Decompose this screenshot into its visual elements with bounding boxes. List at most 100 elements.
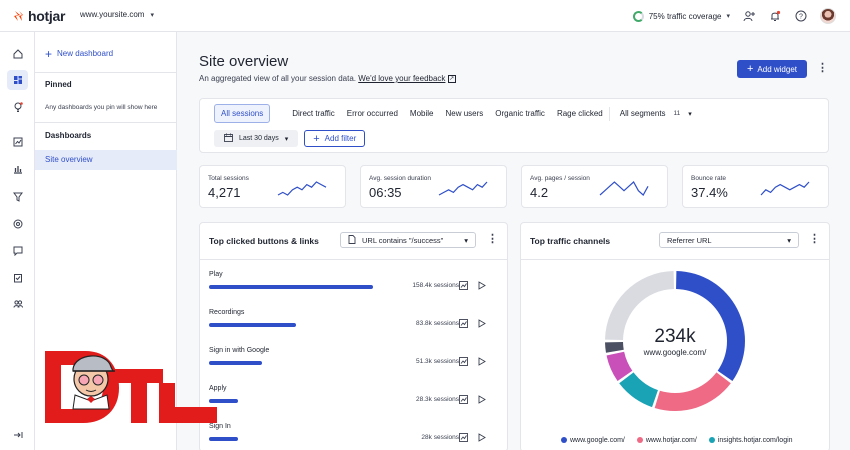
- tab-new-users[interactable]: New users: [445, 109, 484, 118]
- play-icon[interactable]: [477, 281, 486, 292]
- sparkline-line: [277, 181, 327, 196]
- pinned-heading: Pinned: [45, 80, 72, 89]
- clicked-item-row[interactable]: Recordings 83.8k sessions: [209, 309, 499, 339]
- add-filter-button[interactable]: + Add filter: [304, 130, 366, 147]
- add-widget-button[interactable]: + Add widget: [737, 60, 807, 78]
- hotjar-logo[interactable]: hotjar: [12, 8, 65, 24]
- donut-slice-hotjar[interactable]: [654, 372, 731, 411]
- metric-card-total-sessions[interactable]: Total sessions 4,271: [199, 165, 346, 208]
- clicked-item-name: Recordings: [209, 309, 245, 316]
- clicked-item-name: Sign In: [209, 423, 231, 430]
- divider: [521, 259, 829, 260]
- metric-card-bounce-rate[interactable]: Bounce rate 37.4%: [682, 165, 829, 208]
- external-link-icon[interactable]: ↗: [447, 74, 456, 83]
- new-dashboard-button[interactable]: + New dashboard: [45, 48, 114, 60]
- sparkline: [438, 181, 488, 196]
- trend-chart-icon[interactable]: [459, 395, 468, 406]
- page-subtitle: An aggregated view of all your session d…: [199, 74, 456, 83]
- traffic-channels-panel: Top traffic channels Referrer URL ▾ ⋮ 23…: [520, 222, 830, 450]
- home-icon[interactable]: [7, 44, 28, 64]
- more-options-icon[interactable]: ⋮: [817, 62, 828, 74]
- clicked-item-sessions: 51.3k sessions: [416, 358, 459, 365]
- legend-item[interactable]: www.google.com/: [561, 437, 625, 444]
- play-icon[interactable]: [477, 395, 486, 406]
- referrer-label: Referrer URL: [667, 235, 712, 245]
- panel-title: Top clicked buttons & links: [209, 236, 319, 246]
- sparkline: [277, 181, 327, 196]
- metric-label: Total sessions: [208, 175, 249, 182]
- legend-swatch: [636, 437, 643, 444]
- clicked-item-bar: [209, 399, 238, 403]
- clicked-item-row[interactable]: Sign In 28k sessions: [209, 423, 499, 450]
- sidebar-item-site-overview[interactable]: Site overview: [35, 150, 177, 170]
- clicked-item-name: Sign in with Google: [209, 347, 270, 354]
- legend-item[interactable]: www.hotjar.com/: [636, 437, 697, 444]
- user-avatar[interactable]: [820, 8, 836, 24]
- surveys-icon[interactable]: [7, 268, 28, 288]
- metric-value: 4,271: [208, 185, 241, 200]
- more-options-icon[interactable]: ⋮: [809, 233, 820, 245]
- collapse-sidebar-icon[interactable]: [7, 425, 28, 445]
- document-icon: [348, 234, 356, 246]
- divider: [200, 259, 507, 260]
- play-icon[interactable]: [477, 319, 486, 330]
- play-icon[interactable]: [477, 433, 486, 444]
- legend-item[interactable]: insights.hotjar.com/login: [708, 437, 793, 444]
- metric-card-avg-pages[interactable]: Avg. pages / session 4.2: [521, 165, 668, 208]
- trend-chart-icon[interactable]: [459, 357, 468, 368]
- tab-organic-traffic[interactable]: Organic traffic: [495, 109, 545, 118]
- tab-all-sessions[interactable]: All sessions: [214, 104, 271, 123]
- site-selector[interactable]: www.yoursite.com ▾: [80, 10, 154, 19]
- bar-chart-icon[interactable]: [7, 159, 28, 179]
- recordings-icon[interactable]: [7, 214, 28, 234]
- donut-slice-other-pink[interactable]: [606, 351, 633, 381]
- metric-card-avg-session-duration[interactable]: Avg. session duration 06:35: [360, 165, 507, 208]
- chevron-down-icon: ▾: [726, 13, 730, 20]
- clicked-item-bar: [209, 323, 296, 327]
- chevron-down-icon: ▾: [688, 110, 692, 118]
- funnel-icon[interactable]: [7, 187, 28, 207]
- help-icon[interactable]: ?: [794, 9, 808, 23]
- trend-chart-icon[interactable]: [459, 281, 468, 292]
- donut-slice-other[interactable]: [605, 271, 674, 340]
- url-filter-dropdown[interactable]: URL contains "/success" ▾: [340, 232, 476, 248]
- date-range-dropdown[interactable]: Last 30 days ▾: [214, 130, 299, 147]
- feedback-link[interactable]: We'd love your feedback: [358, 74, 446, 83]
- tab-error-occurred[interactable]: Error occurred: [346, 109, 398, 118]
- clicked-item-row[interactable]: Sign in with Google 51.3k sessions: [209, 347, 499, 377]
- page-title: Site overview: [199, 53, 289, 70]
- clicked-item-row[interactable]: Apply 28.3k sessions: [209, 385, 499, 415]
- dashboards-icon[interactable]: [7, 70, 28, 90]
- new-dashboard-label: New dashboard: [57, 49, 114, 58]
- more-options-icon[interactable]: ⋮: [487, 233, 498, 245]
- all-segments-dropdown[interactable]: All segments 11 ▾: [614, 105, 698, 122]
- clicked-item-sessions: 28k sessions: [421, 434, 459, 441]
- trend-chart-icon[interactable]: [459, 319, 468, 330]
- donut-slice-other-slate[interactable]: [605, 342, 624, 353]
- users-icon[interactable]: [7, 294, 28, 314]
- feedback-icon[interactable]: [7, 241, 28, 261]
- lightbulb-icon[interactable]: [7, 97, 28, 117]
- donut-slice-google[interactable]: [676, 271, 745, 381]
- trends-icon[interactable]: [7, 132, 28, 152]
- notifications-bell-icon[interactable]: [768, 9, 782, 23]
- play-icon[interactable]: [477, 357, 486, 368]
- tab-mobile[interactable]: Mobile: [409, 109, 434, 118]
- clicked-item-row[interactable]: Play 158.4k sessions: [209, 271, 499, 301]
- invite-user-icon[interactable]: [742, 9, 756, 23]
- traffic-coverage[interactable]: 75% traffic coverage ▾: [632, 10, 730, 22]
- tab-rage-clicked[interactable]: Rage clicked: [556, 109, 603, 118]
- sparkline-line: [438, 181, 488, 196]
- referrer-dropdown[interactable]: Referrer URL ▾: [659, 232, 799, 248]
- chart-legend: www.google.com/ www.hotjar.com/ insights…: [561, 437, 793, 444]
- donut-slice-insights[interactable]: [619, 372, 658, 408]
- plus-icon: +: [313, 132, 320, 145]
- coverage-ring-icon: [632, 10, 644, 22]
- trend-chart-icon[interactable]: [459, 433, 468, 444]
- brand-name: hotjar: [28, 8, 66, 24]
- row-actions: [459, 357, 486, 368]
- legend-swatch: [708, 437, 715, 444]
- main-content: Site overview An aggregated view of all …: [177, 32, 850, 450]
- segments-count: 11: [673, 110, 681, 117]
- tab-direct-traffic[interactable]: Direct traffic: [292, 109, 335, 118]
